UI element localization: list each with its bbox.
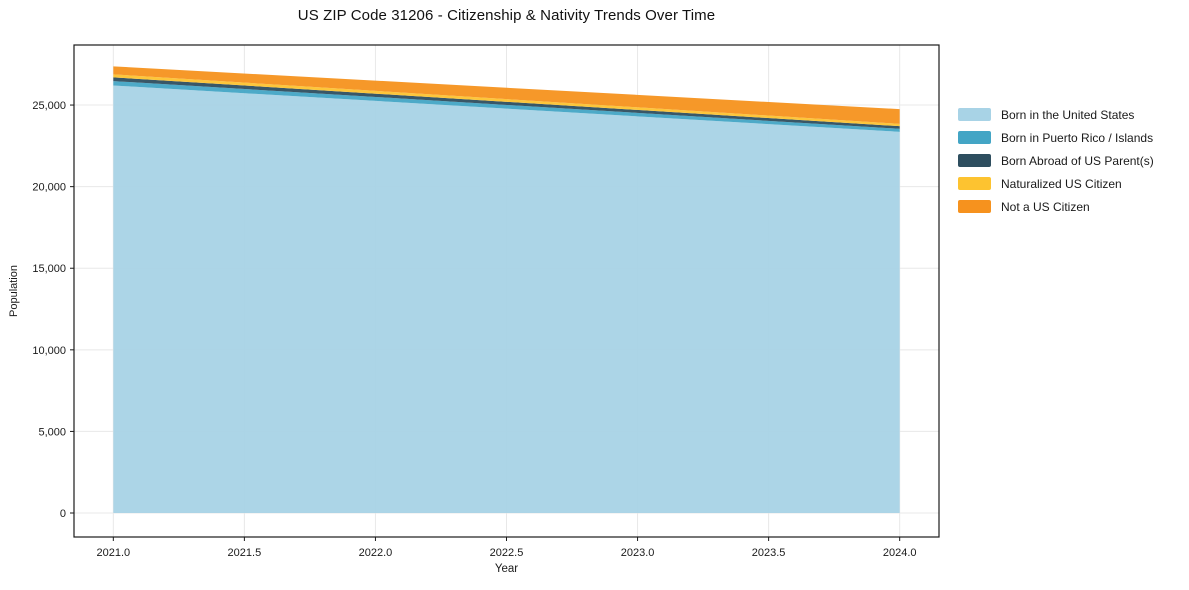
legend-swatch-icon [958, 131, 991, 144]
legend-label: Born Abroad of US Parent(s) [1001, 153, 1154, 168]
y-tick-label: 10,000 [32, 345, 66, 357]
y-tick-label: 20,000 [32, 182, 66, 194]
x-tick-label: 2023.0 [621, 547, 655, 559]
x-tick-label: 2021.0 [96, 547, 130, 559]
area-born-abroad-of-us-parent-s [113, 77, 900, 129]
x-tick-label: 2023.5 [752, 547, 786, 559]
x-axis-label: Year [494, 563, 519, 575]
legend-label: Born in Puerto Rico / Islands [1001, 130, 1154, 145]
area-born-in-the-united-states [113, 85, 900, 514]
legend: Born in the United States Born in Puerto … [958, 103, 1154, 218]
legend-swatch-icon [958, 108, 991, 121]
legend-item: Naturalized US Citizen [958, 172, 1154, 195]
legend-label: Not a US Citizen [1001, 199, 1090, 214]
y-tick-label: 0 [60, 508, 66, 520]
legend-swatch-icon [958, 177, 991, 190]
chart-title: US ZIP Code 31206 - Citizenship & Nativi… [297, 7, 716, 24]
legend-label: Born in the United States [1001, 107, 1135, 122]
legend-item: Born Abroad of US Parent(s) [958, 149, 1154, 172]
legend-swatch-icon [958, 200, 991, 213]
legend-swatch-icon [958, 154, 991, 167]
legend-item: Born in the United States [958, 103, 1154, 126]
y-tick-label: 15,000 [32, 263, 66, 275]
x-tick-label: 2022.0 [359, 547, 393, 559]
x-tick-label: 2021.5 [228, 547, 262, 559]
area-not-a-us-citizen [113, 66, 900, 124]
legend-item: Born in Puerto Rico / Islands [958, 126, 1154, 149]
area-born-in-puerto-rico-islands [113, 81, 900, 132]
y-tick-label: 25,000 [32, 100, 66, 112]
legend-item: Not a US Citizen [958, 195, 1154, 218]
area-naturalized-us-citizen [113, 74, 900, 127]
x-tick-label: 2022.5 [490, 547, 524, 559]
y-axis-label: Population [8, 265, 20, 317]
x-tick-label: 2024.0 [883, 547, 917, 559]
legend-label: Naturalized US Citizen [1001, 176, 1122, 191]
y-tick-label: 5,000 [38, 426, 66, 438]
